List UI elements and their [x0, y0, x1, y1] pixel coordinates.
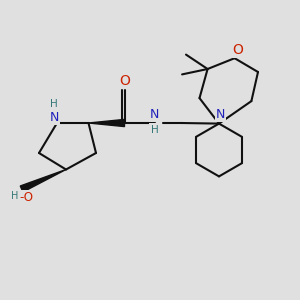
Text: O: O: [119, 74, 130, 88]
Polygon shape: [88, 119, 124, 127]
Text: H: H: [11, 190, 19, 201]
Text: H: H: [50, 99, 58, 110]
Text: -O: -O: [20, 191, 33, 204]
Polygon shape: [20, 169, 66, 192]
Text: N: N: [216, 108, 225, 121]
Text: N: N: [49, 111, 59, 124]
Text: O: O: [232, 43, 243, 57]
Text: N: N: [150, 108, 159, 121]
Text: H: H: [151, 124, 158, 135]
